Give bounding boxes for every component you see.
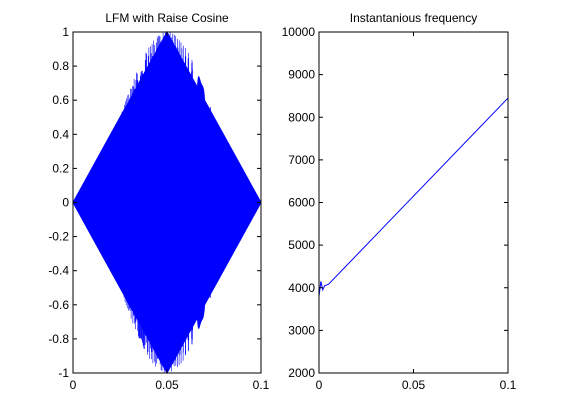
subplot-instantaneous-frequency: Instantanious frequency 0 0.05 0.1 2000 3000 4… — [282, 11, 517, 392]
y-tick-label: 0.6 — [52, 93, 69, 107]
y-tick-label: 5000 — [288, 238, 315, 252]
y-tick-label: 10000 — [282, 25, 316, 39]
y-tick-label: 0 — [62, 196, 69, 210]
y-tick-label: 0.4 — [52, 127, 69, 141]
y-tick-label: -0.2 — [48, 230, 69, 244]
x-tick-label: 0.1 — [253, 378, 270, 392]
y-tick-label: 6000 — [288, 196, 315, 210]
x-tick-label: 0.05 — [402, 378, 426, 392]
frequency-line — [318, 96, 509, 297]
y-tick-label: 7000 — [288, 153, 315, 167]
y-tick-label: 1 — [62, 25, 69, 39]
subplot-lfm-signal: LFM with Raise Cosine 0 0.05 0.1 -1 -0.8 -0.6 -… — [48, 11, 269, 392]
signal-line — [72, 32, 262, 373]
chart-title: LFM with Raise Cosine — [105, 11, 229, 25]
y-tick-label: -0.8 — [48, 332, 69, 346]
x-tick-label: 0 — [316, 378, 323, 392]
x-tick-label: 0.1 — [500, 378, 517, 392]
y-tick-label: -0.4 — [48, 264, 69, 278]
y-tick-label: 0.2 — [52, 161, 69, 175]
y-tick-label: 4000 — [288, 281, 315, 295]
y-tick-label: 2000 — [288, 366, 315, 380]
y-tick-label: -0.6 — [48, 298, 69, 312]
y-tick-label: 8000 — [288, 110, 315, 124]
y-tick-label: 3000 — [288, 323, 315, 337]
x-tick-label: 0 — [70, 378, 77, 392]
axes-box — [318, 31, 509, 374]
y-tick-label: 0.8 — [52, 59, 69, 73]
y-tick-label: -1 — [58, 366, 69, 380]
chart-title: Instantanious frequency — [350, 11, 477, 25]
y-tick-label: 9000 — [288, 68, 315, 82]
x-tick-label: 0.05 — [155, 378, 179, 392]
